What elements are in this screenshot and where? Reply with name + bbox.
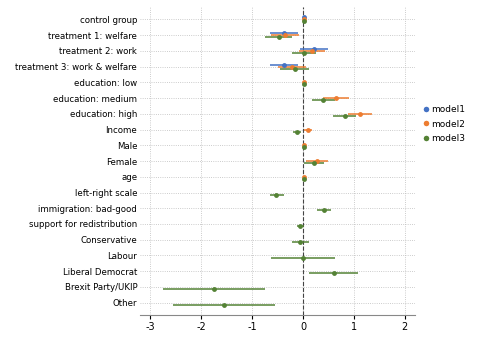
Legend: model1, model2, model3: model1, model2, model3 [425, 105, 466, 143]
